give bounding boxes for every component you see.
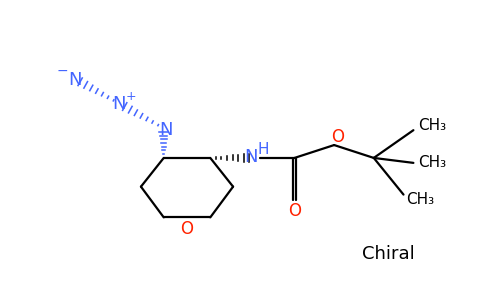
Text: N: N [112,95,126,113]
Text: N: N [159,121,172,139]
Text: O: O [332,128,345,146]
Text: CH₃: CH₃ [418,155,446,170]
Text: N: N [68,71,81,89]
Text: H: H [257,142,269,158]
Text: +: + [126,90,136,103]
Text: CH₃: CH₃ [407,192,435,207]
Text: O: O [181,220,194,238]
Text: −: − [57,64,69,78]
Text: O: O [288,202,301,220]
Text: N: N [244,148,257,166]
Text: CH₃: CH₃ [418,118,446,133]
Text: Chiral: Chiral [362,245,415,263]
